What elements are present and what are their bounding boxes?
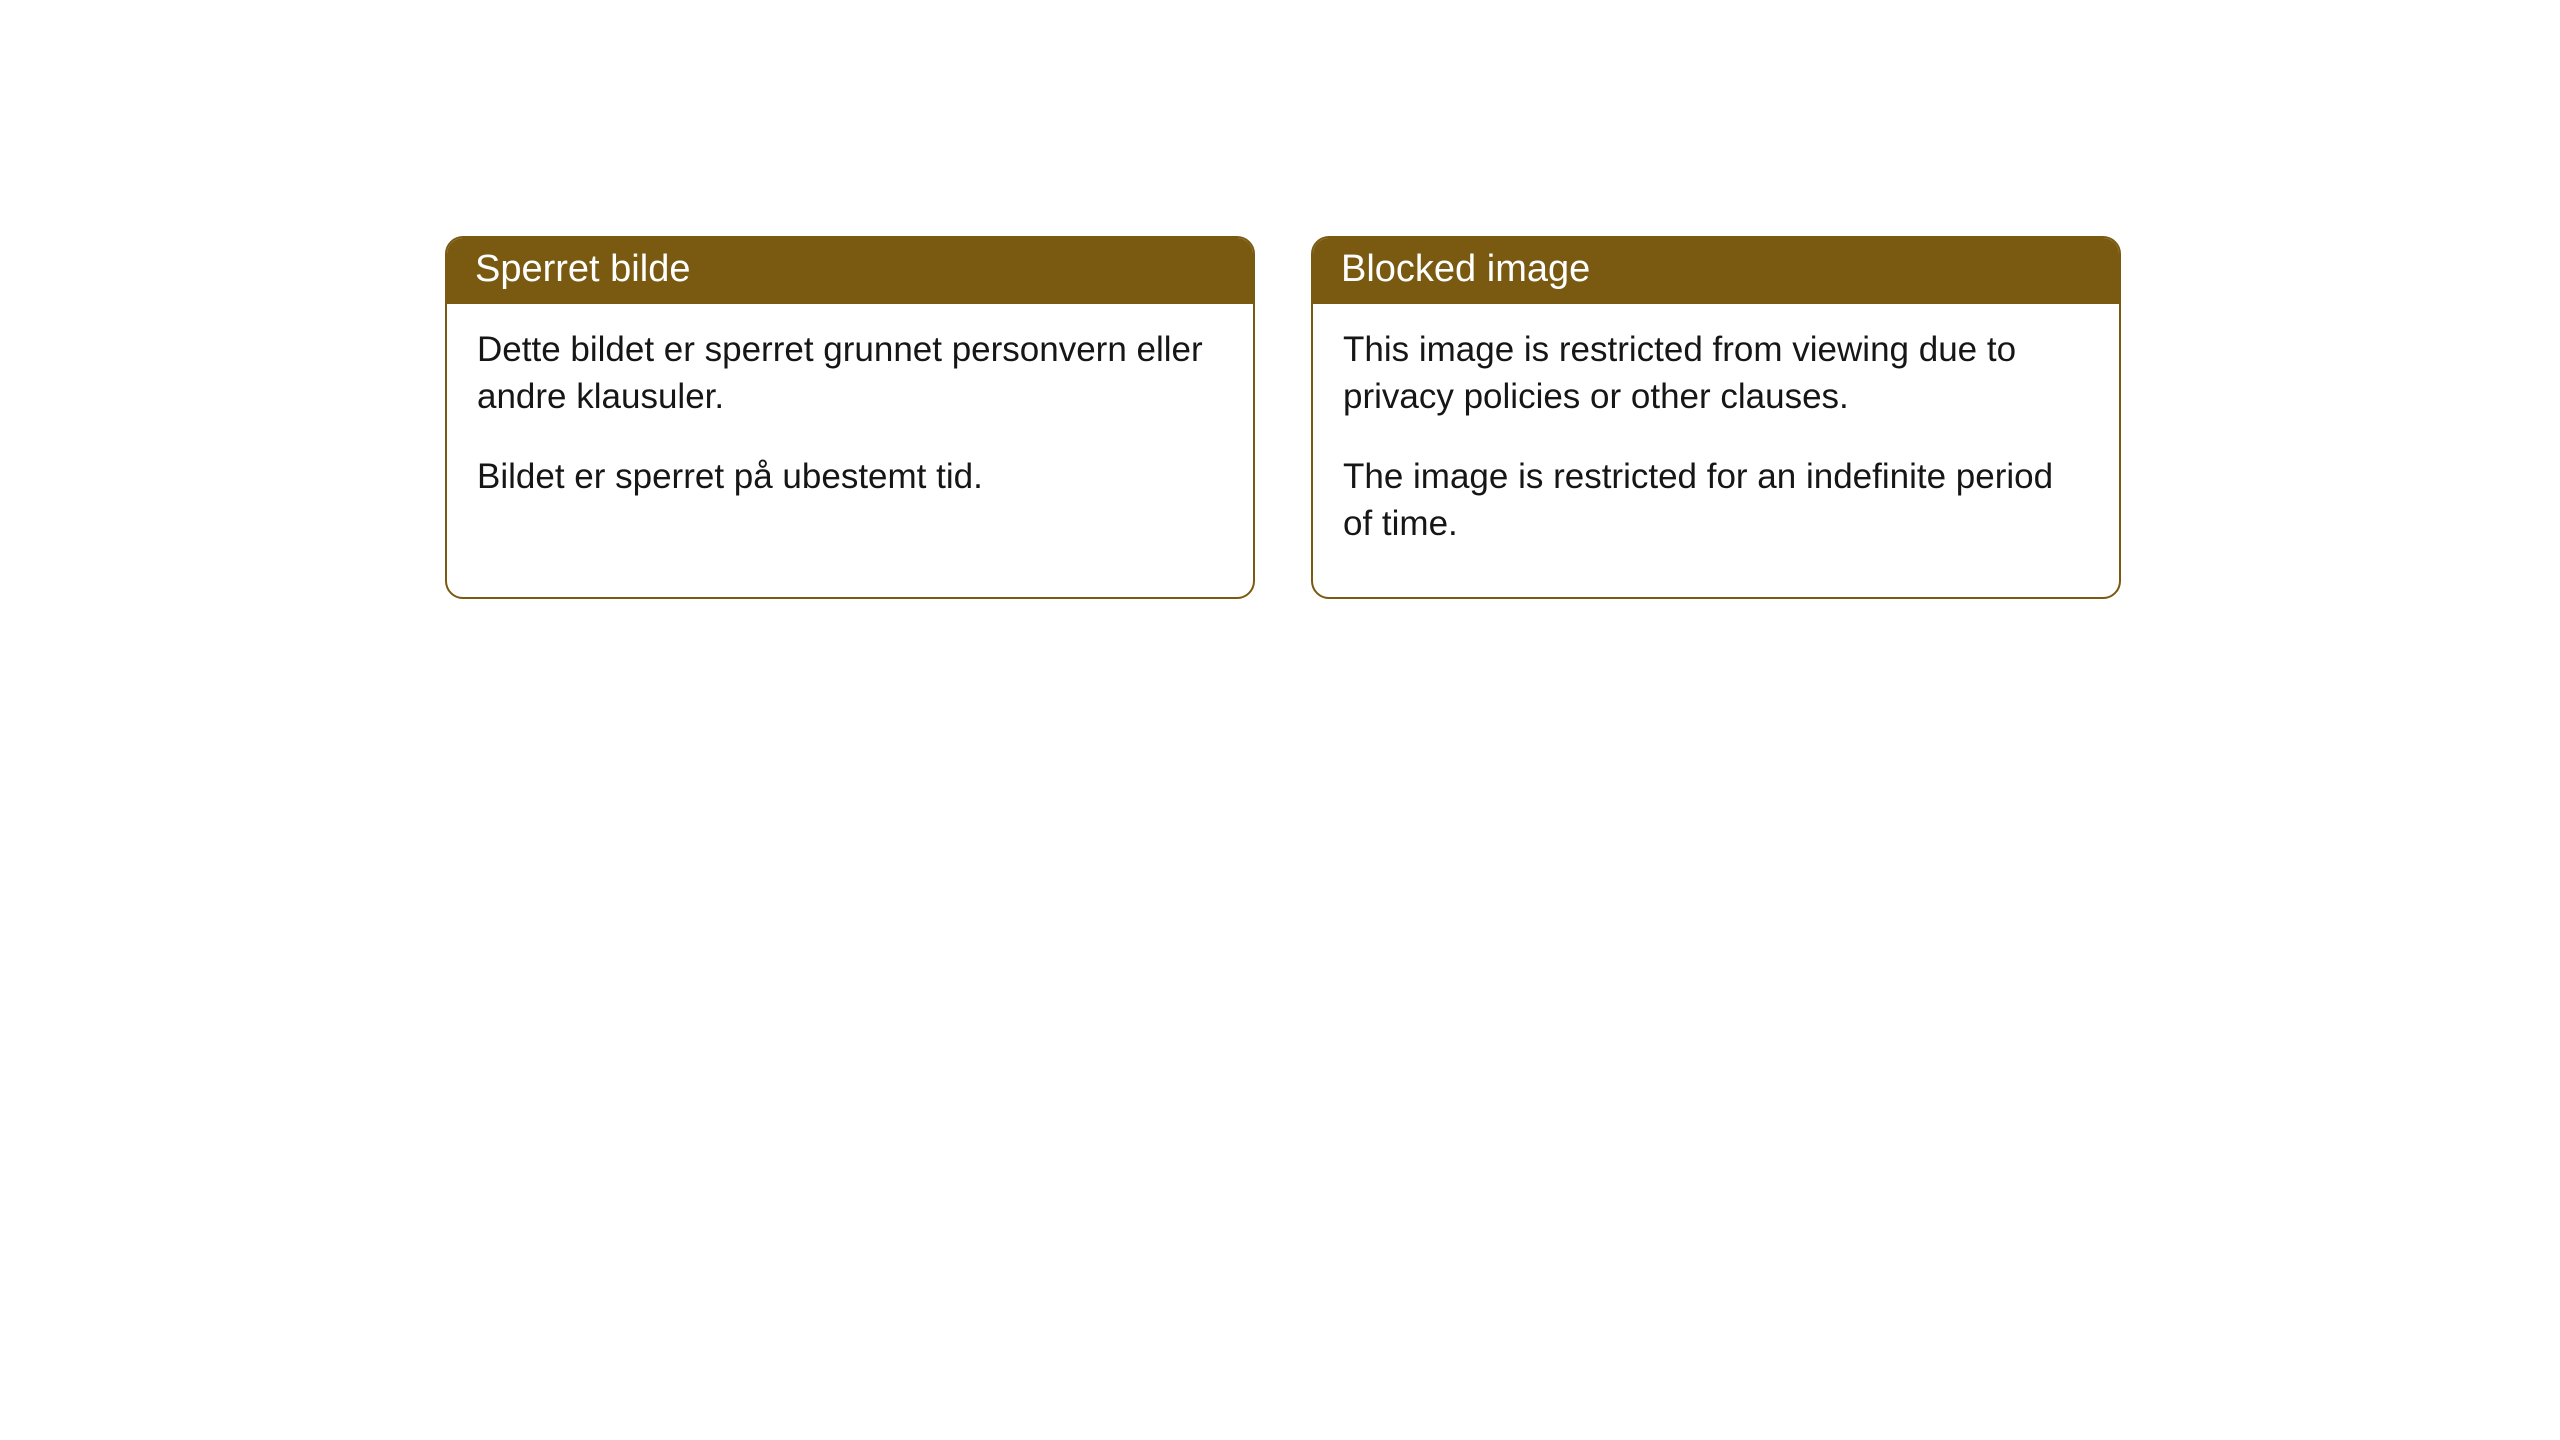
blocked-image-card-en: Blocked image This image is restricted f… [1311,236,2121,599]
card-para1-en: This image is restricted from viewing du… [1343,326,2089,421]
card-header-en: Blocked image [1313,238,2119,304]
card-body-en: This image is restricted from viewing du… [1313,304,2119,597]
card-para1-no: Dette bildet er sperret grunnet personve… [477,326,1223,421]
blocked-image-card-no: Sperret bilde Dette bildet er sperret gr… [445,236,1255,599]
card-title-en: Blocked image [1341,248,1590,290]
card-body-no: Dette bildet er sperret grunnet personve… [447,304,1253,550]
card-header-no: Sperret bilde [447,238,1253,304]
cards-container: Sperret bilde Dette bildet er sperret gr… [445,236,2121,599]
card-para2-en: The image is restricted for an indefinit… [1343,453,2089,548]
card-title-no: Sperret bilde [475,248,690,290]
card-para2-no: Bildet er sperret på ubestemt tid. [477,453,1223,500]
